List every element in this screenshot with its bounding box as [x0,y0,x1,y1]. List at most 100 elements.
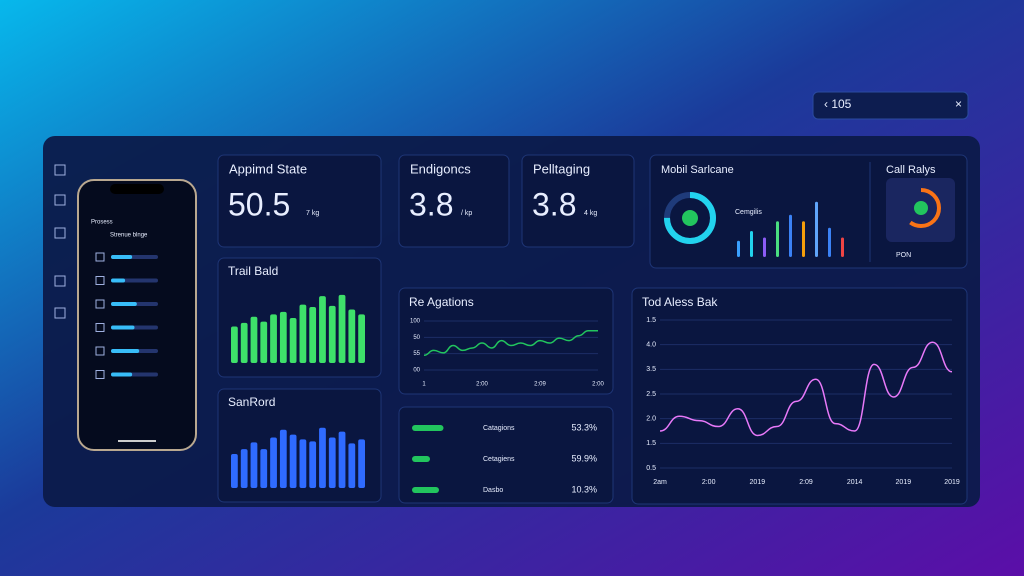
x-tick-label: 2014 [847,479,863,486]
y-tick-label: 0.5 [646,465,656,472]
toolbar[interactable] [812,91,969,120]
icon[interactable] [54,194,66,206]
icon[interactable] [54,227,66,239]
progress-bar [111,278,126,283]
y-tick-label: 2.5 [646,391,656,398]
progress-bar [111,349,140,353]
list-value: 53.3% [571,422,597,432]
card-title: Re Agations [409,295,474,309]
card-title: Appimd State [229,161,307,176]
list-name: Dasbo [483,487,503,494]
y-tick-label: 1.5 [646,317,656,324]
x-tick-label: 2:00 [592,382,604,388]
card [521,154,635,248]
bar [348,443,356,488]
ring-icon [682,210,698,226]
icon[interactable] [54,307,66,319]
bar [763,237,766,257]
gauge-icon [914,201,928,215]
bar [309,307,317,363]
x-tick-label: 2:00 [476,382,488,388]
bar [279,429,287,488]
bar [338,431,346,488]
progress-bar [111,325,135,330]
y-tick-label: 1.5 [646,440,656,447]
progress-bar [111,255,133,259]
y-tick-label: 2.0 [646,416,656,423]
bar [358,314,365,363]
bar [338,294,346,363]
card-title: Endigoncs [410,161,471,176]
card-title: SanRord [228,395,275,409]
line [659,341,953,437]
list-value: 10.3% [571,484,597,494]
bar [279,311,287,363]
card-title: Tod Aless Bak [642,295,718,309]
card-title: Call Ralys [886,164,936,176]
card [398,406,614,504]
icon[interactable] [54,275,66,287]
icon[interactable] [54,164,66,176]
list-bar [412,425,444,431]
phone-item: Strenue blnge [110,233,148,239]
toolbar-label: ‹ 105 [824,97,852,111]
bar [328,437,336,488]
bar [231,326,238,363]
phone-icon [95,370,105,379]
x-tick-label: 2019 [896,479,912,486]
list-name: Cetagiens [483,456,515,463]
bar [231,454,238,488]
card-title: Mobil Sarlcane [661,164,734,176]
bar [841,237,844,257]
list-bar [412,487,439,493]
list-name: Catagions [483,425,515,432]
bar [309,441,317,488]
progress-bar [111,302,137,306]
bar [737,240,740,257]
phone [77,179,197,451]
bar [289,434,297,488]
phone-notch [110,184,164,194]
y-tick-label: 4.0 [646,342,656,349]
y-tick-label: 00 [413,368,420,374]
sidebar [54,164,66,319]
phone-icon [95,276,105,285]
bar [328,305,336,363]
bar [299,304,307,363]
bar [750,231,753,257]
y-tick-label: 3.5 [646,366,656,373]
x-tick-label: 2:09 [534,382,546,388]
card [217,154,382,248]
bar [260,449,268,488]
bar [319,296,326,363]
card [398,287,614,395]
close-icon[interactable]: × [955,97,962,111]
bar [348,309,356,363]
gauge [901,188,941,228]
phone-icon [95,299,105,309]
bar [250,316,258,363]
y-tick-label: 50 [413,335,420,341]
ring [664,192,716,244]
x-tick-label: 2:00 [702,479,716,486]
x-tick-label: 2019 [750,479,766,486]
stat-value: 3.8 [532,186,576,222]
card-title: Trail Bald [228,264,278,278]
list-bar [412,456,430,462]
phone-header: Prosess [91,220,113,226]
progress-bar [111,372,133,377]
bar [270,437,277,488]
bar [289,317,297,363]
bar [828,227,831,257]
gauge-caption: PON [896,252,911,259]
x-tick-label: 2019 [944,479,960,486]
bar [240,322,248,363]
bar [250,442,258,488]
card-title: Pelltaging [533,161,590,176]
bar [240,449,248,488]
y-tick-label: 55 [413,351,420,357]
phone-icon [95,252,105,262]
bar [815,201,818,257]
bar [319,427,326,488]
